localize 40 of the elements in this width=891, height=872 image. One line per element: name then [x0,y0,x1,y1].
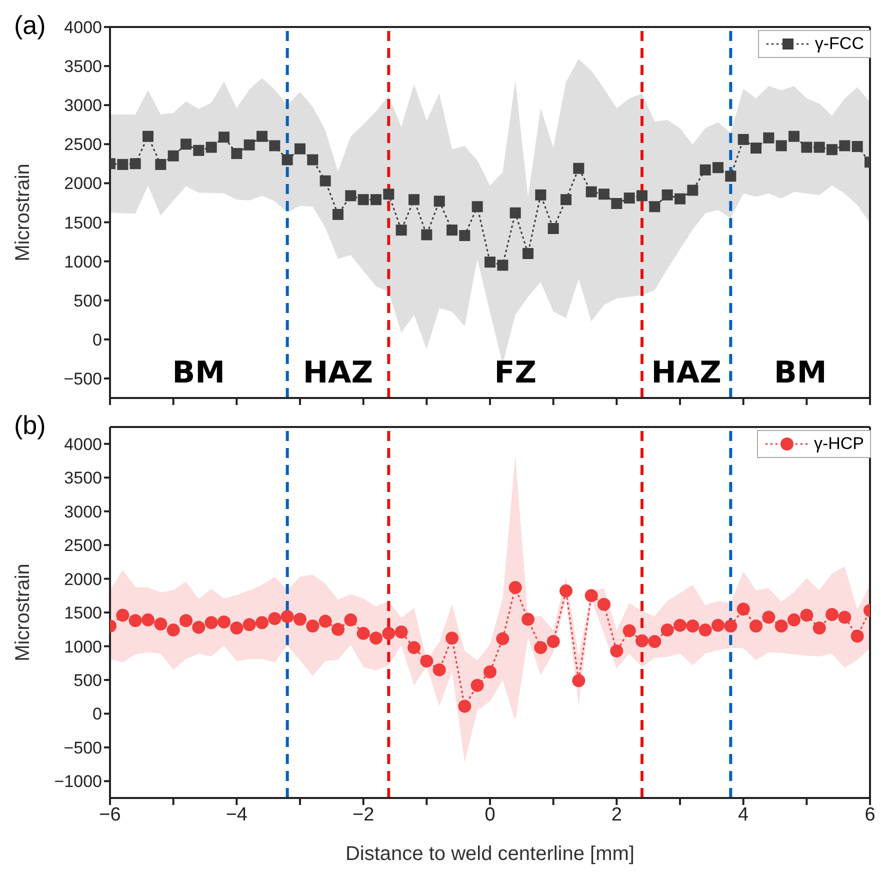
x-tick-label: 2 [611,804,622,826]
y-tick-label: 500 [74,670,102,690]
x-tick-label: 6 [864,804,876,826]
x-tick-label: −2 [352,804,374,826]
chart-title: (a) [14,10,46,41]
chart-title: (b) [14,410,46,441]
y-tick-label: −500 [64,738,102,758]
x-tick-label: −6 [99,804,121,826]
y-tick-label: 500 [74,291,102,310]
y-tick-label: 3000 [64,96,102,116]
y-tick-label: 4000 [64,18,102,38]
annotation: HAZ [651,356,722,391]
y-tick-label: 3500 [64,468,102,488]
y-tick-label: 0 [92,330,102,350]
y-axis-title: Microstrain [12,164,34,262]
x-tick-label: 4 [738,804,750,826]
annotation: HAZ [302,356,374,391]
y-tick-label: 1000 [64,252,102,272]
y-tick-label: −1000 [54,772,102,792]
legend-label: γ-HCP [814,434,864,454]
y-tick-label: −500 [64,370,102,389]
y-tick-label: 2000 [64,174,102,194]
y-tick-label: 1500 [64,604,102,623]
y-axis-title: Microstrain [12,564,34,662]
y-tick-label: 1500 [64,213,102,232]
x-axis-title: Distance to weld centerline [mm] [345,843,635,865]
annotation: BM [172,356,226,391]
x-tick-label: 0 [484,804,496,826]
x-tick-label: −4 [226,804,248,826]
annotation: BM [774,356,827,391]
y-tick-label: 2500 [64,536,102,556]
y-tick-label: 0 [92,704,102,724]
y-tick-label: 4000 [64,434,102,454]
y-tick-label: 3500 [64,57,102,76]
legend-label: γ-FCC [814,34,864,54]
y-tick-label: 3000 [64,502,102,522]
y-tick-label: 2500 [64,135,102,154]
annotation: FZ [494,356,536,391]
y-tick-label: 1000 [64,637,102,656]
y-tick-label: 2000 [64,570,102,589]
